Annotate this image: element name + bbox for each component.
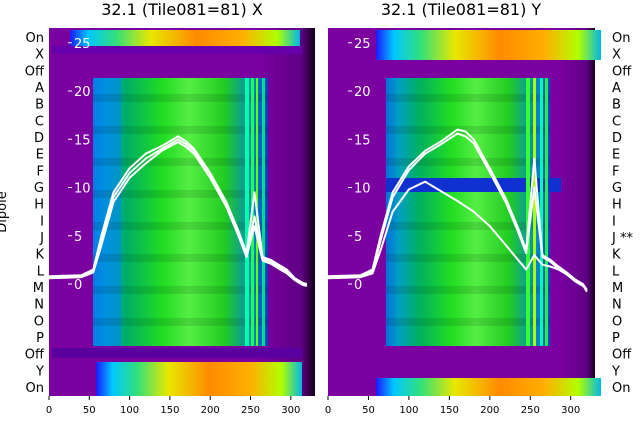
row-label: N <box>34 298 44 313</box>
x-tick-label: 300 <box>281 405 300 416</box>
row-label: X <box>35 48 44 63</box>
row-label: O <box>34 314 44 329</box>
x-tick-label: 0 <box>325 405 331 416</box>
row-label: I <box>40 214 44 229</box>
y-tick-label: 0 <box>354 278 362 293</box>
overlay-curve <box>327 180 588 291</box>
row-label: I <box>612 214 616 229</box>
x-tick-label: 200 <box>480 405 499 416</box>
x-tick-label: 200 <box>201 405 220 416</box>
row-label: E <box>36 148 44 163</box>
row-label: G <box>34 181 44 196</box>
row-label: Off <box>612 64 632 79</box>
y-ticks: 0 5 10 15 20 25 <box>348 37 371 293</box>
row-label: G <box>612 181 622 196</box>
x-tick-label: 100 <box>399 405 418 416</box>
row-label: Off <box>25 348 45 363</box>
x-tick-label: 0 <box>46 405 52 416</box>
x-tick-label: 50 <box>83 405 96 416</box>
row-label: A <box>35 81 44 96</box>
heatmap-area <box>328 28 601 396</box>
row-label: H <box>612 198 622 213</box>
row-label: On <box>26 31 44 46</box>
row-label: L <box>37 264 45 279</box>
row-label: Off <box>25 64 45 79</box>
row-label: On <box>612 31 630 46</box>
y-tick-label: 25 <box>74 37 91 52</box>
row-label: J <box>39 231 44 246</box>
panel-title: 32.1 (Tile081=81) Y <box>381 0 542 19</box>
x-axis-ticks: 0 50 100 150 200 250 300 0 50 100 150 200 250 300 <box>46 396 580 416</box>
row-label: L <box>612 264 620 279</box>
row-label: A <box>612 81 621 96</box>
y-tick-label: 10 <box>354 182 371 197</box>
overlay-curve <box>48 141 308 287</box>
row-label: Off <box>612 348 632 363</box>
overlay-curve <box>48 135 308 285</box>
y-tick-label: 15 <box>74 133 91 148</box>
y-tick-label: 20 <box>354 85 371 100</box>
y-tick-label: 0 <box>74 278 82 293</box>
row-label: Y <box>611 364 620 379</box>
y-tick-label: 20 <box>74 85 91 100</box>
row-label: Y <box>35 364 44 379</box>
x-tick-label: 250 <box>521 405 540 416</box>
x-tick-label: 300 <box>561 405 580 416</box>
row-label: On <box>26 381 44 396</box>
y-tick-label: 5 <box>74 230 82 245</box>
y-axis-label: Dipole <box>0 191 10 232</box>
row-label: X <box>612 48 621 63</box>
y-tick-label: 25 <box>354 37 371 52</box>
x-tick-label: 150 <box>160 405 179 416</box>
y-tick-label: 10 <box>74 182 91 197</box>
row-label: B <box>612 98 621 113</box>
row-label: On <box>612 381 630 396</box>
row-label: H <box>34 198 44 213</box>
overlay-curve <box>48 138 308 286</box>
y-ticks: 0 5 10 15 20 25 <box>68 37 91 293</box>
row-label: F <box>37 164 44 179</box>
row-label: M <box>33 281 44 296</box>
overlay-curves <box>327 128 588 293</box>
row-label: B <box>35 98 44 113</box>
overlay-curve <box>327 128 588 291</box>
panel-title: 32.1 (Tile081=81) X <box>101 0 263 19</box>
row-label: J ** <box>611 231 633 246</box>
heatmap-area <box>49 28 315 396</box>
row-label: E <box>612 148 620 163</box>
x-tick-label: 100 <box>120 405 139 416</box>
y-tick-label: 5 <box>354 230 362 245</box>
overlay-curves <box>48 135 308 287</box>
row-label: O <box>612 314 622 329</box>
x-tick-label: 250 <box>241 405 260 416</box>
x-tick-label: 150 <box>440 405 459 416</box>
row-label: C <box>612 114 621 129</box>
panel-x: 32.1 (Tile081=81) X <box>25 0 315 396</box>
row-label: D <box>612 131 622 146</box>
x-tick-label: 50 <box>362 405 375 416</box>
row-label: D <box>34 131 44 146</box>
row-label: N <box>612 298 622 313</box>
row-label: P <box>36 331 44 346</box>
row-label: C <box>35 114 44 129</box>
row-label: K <box>612 248 621 263</box>
row-label: F <box>612 164 619 179</box>
row-label: K <box>35 248 44 263</box>
row-label: P <box>612 331 620 346</box>
y-tick-label: 15 <box>354 133 371 148</box>
row-label: M <box>612 281 623 296</box>
